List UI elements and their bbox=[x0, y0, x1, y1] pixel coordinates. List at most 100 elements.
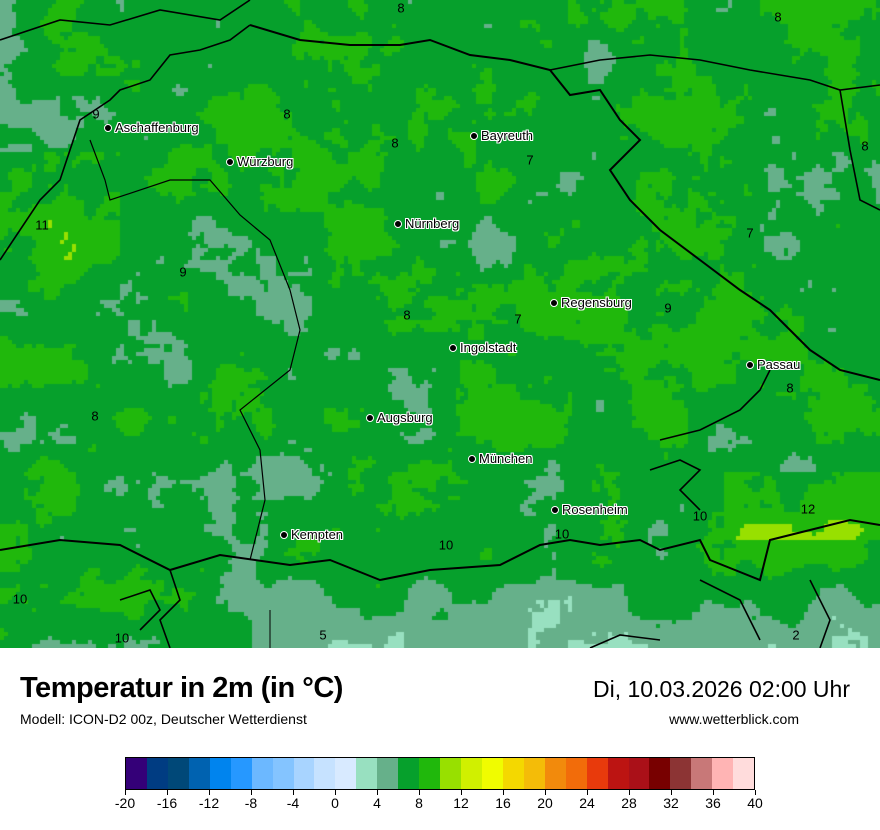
legend-bin bbox=[146, 758, 168, 789]
tick-label: -4 bbox=[286, 795, 300, 811]
legend-bin bbox=[440, 758, 461, 789]
temperature-value: 2 bbox=[792, 627, 800, 643]
tick-mark bbox=[335, 790, 336, 795]
legend-bin bbox=[167, 758, 189, 789]
city-marker bbox=[104, 124, 112, 132]
legend-bin bbox=[565, 758, 587, 789]
legend-bin bbox=[293, 758, 315, 789]
city-marker bbox=[226, 158, 234, 166]
city-label: Kempten bbox=[291, 527, 344, 542]
tick-mark bbox=[755, 790, 756, 795]
color-legend bbox=[125, 757, 755, 790]
temperature-value: 9 bbox=[664, 300, 672, 316]
map-title: Temperatur in 2m (in °C) bbox=[20, 672, 343, 704]
tick-mark bbox=[671, 790, 672, 795]
tick-mark bbox=[377, 790, 378, 795]
tick-label: 32 bbox=[663, 795, 679, 811]
legend-bin bbox=[586, 758, 608, 789]
tick-mark bbox=[503, 790, 504, 795]
tick-mark bbox=[629, 790, 630, 795]
city-marker bbox=[551, 506, 559, 514]
legend-bin bbox=[272, 758, 294, 789]
temperature-field bbox=[0, 0, 880, 648]
city-marker bbox=[394, 220, 402, 228]
temperature-value: 8 bbox=[283, 106, 291, 122]
city-label: Rosenheim bbox=[562, 502, 628, 517]
tick-label: 20 bbox=[537, 795, 553, 811]
city-label: Aschaffenburg bbox=[115, 120, 199, 135]
legend-bin bbox=[461, 758, 482, 789]
tick-label: 40 bbox=[747, 795, 763, 811]
tick-label: 28 bbox=[621, 795, 637, 811]
temperature-value: 10 bbox=[554, 526, 570, 542]
legend-bin bbox=[419, 758, 441, 789]
temperature-value: 10 bbox=[12, 591, 28, 607]
tick-mark bbox=[125, 790, 126, 795]
legend-bin bbox=[335, 758, 357, 789]
legend-bin bbox=[712, 758, 734, 789]
tick-mark bbox=[545, 790, 546, 795]
legend-bin bbox=[209, 758, 231, 789]
city-marker bbox=[746, 361, 754, 369]
tick-mark bbox=[587, 790, 588, 795]
temperature-value: 9 bbox=[179, 264, 187, 280]
tick-mark bbox=[167, 790, 168, 795]
city-label: München bbox=[479, 451, 533, 466]
temperature-value: 11 bbox=[35, 217, 49, 233]
temperature-value: 10 bbox=[438, 537, 454, 553]
temperature-value: 7 bbox=[514, 311, 522, 327]
legend-bin bbox=[544, 758, 566, 789]
legend-bin bbox=[356, 758, 378, 789]
temperature-value: 10 bbox=[114, 630, 130, 646]
legend-bin bbox=[733, 758, 755, 789]
temperature-map bbox=[0, 0, 880, 648]
tick-mark bbox=[251, 790, 252, 795]
tick-mark bbox=[461, 790, 462, 795]
tick-label: -16 bbox=[156, 795, 178, 811]
border-lines bbox=[0, 0, 880, 648]
tick-mark bbox=[209, 790, 210, 795]
legend-bin bbox=[523, 758, 545, 789]
city-marker bbox=[280, 531, 288, 539]
city-label: Passau bbox=[757, 357, 801, 372]
temperature-value: 5 bbox=[319, 627, 327, 643]
tick-label: 4 bbox=[373, 795, 381, 811]
temperature-value: 9 bbox=[92, 106, 100, 122]
legend-bin bbox=[502, 758, 524, 789]
legend-bin bbox=[188, 758, 210, 789]
legend-bin bbox=[251, 758, 273, 789]
temperature-value: 8 bbox=[403, 307, 411, 323]
legend-bin bbox=[649, 758, 671, 789]
legend-bin bbox=[126, 758, 147, 789]
city-label: Bayreuth bbox=[481, 128, 534, 143]
city-marker bbox=[449, 344, 457, 352]
city-label: Würzburg bbox=[237, 154, 294, 169]
temperature-value: 12 bbox=[800, 501, 816, 517]
temperature-value: 10 bbox=[692, 508, 708, 524]
temperature-value: 7 bbox=[526, 152, 534, 168]
tick-label: 0 bbox=[331, 795, 339, 811]
tick-label: -20 bbox=[114, 795, 136, 811]
city-marker bbox=[366, 414, 374, 422]
legend-bin bbox=[314, 758, 336, 789]
temperature-value: 8 bbox=[397, 0, 405, 16]
temperature-value: 8 bbox=[774, 9, 782, 25]
forecast-datetime: Di, 10.03.2026 02:00 Uhr bbox=[592, 676, 850, 702]
tick-label: 24 bbox=[579, 795, 595, 811]
city-label: Augsburg bbox=[377, 410, 433, 425]
legend-bin bbox=[481, 758, 503, 789]
city-label: Nürnberg bbox=[405, 216, 460, 231]
tick-label: 12 bbox=[453, 795, 469, 811]
tick-label: -12 bbox=[198, 795, 220, 811]
temperature-value: 8 bbox=[91, 408, 99, 424]
legend-bin bbox=[691, 758, 713, 789]
website-link[interactable]: www.wetterblick.com bbox=[669, 711, 799, 727]
temperature-value: 7 bbox=[746, 225, 754, 241]
tick-label: 8 bbox=[415, 795, 423, 811]
temperature-value: 8 bbox=[391, 135, 399, 151]
legend-bin bbox=[398, 758, 420, 789]
tick-mark bbox=[293, 790, 294, 795]
city-marker bbox=[468, 455, 476, 463]
tick-label: 36 bbox=[705, 795, 721, 811]
tick-mark bbox=[419, 790, 420, 795]
